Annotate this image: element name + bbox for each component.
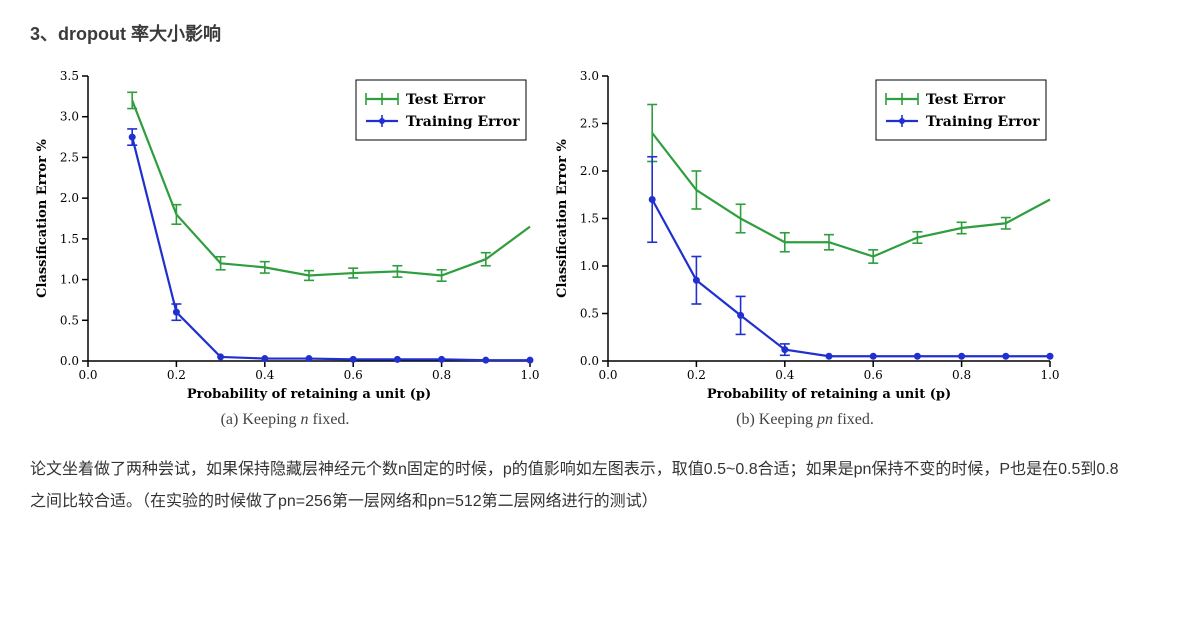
section-heading: 3、dropout 率大小影响 (30, 20, 1149, 46)
svg-text:3.5: 3.5 (60, 69, 79, 83)
svg-text:0.2: 0.2 (167, 368, 186, 382)
svg-text:2.0: 2.0 (580, 164, 599, 178)
svg-text:2.5: 2.5 (580, 117, 599, 131)
caption-b-var: pn (817, 411, 833, 428)
svg-text:1.0: 1.0 (520, 368, 539, 382)
svg-text:Training Error: Training Error (406, 114, 520, 130)
svg-text:3.0: 3.0 (60, 110, 79, 124)
svg-text:1.5: 1.5 (60, 232, 79, 246)
chart-a: 0.0 0.2 0.4 0.6 0.8 1.0 0.0 0.5 1.0 1.5 2.0 2.5 3.0 3… (30, 66, 540, 406)
svg-text:0.0: 0.0 (78, 368, 97, 382)
svg-text:0.8: 0.8 (432, 368, 451, 382)
svg-text:0.2: 0.2 (687, 368, 706, 382)
svg-text:3.0: 3.0 (580, 69, 599, 83)
svg-text:0.0: 0.0 (598, 368, 617, 382)
svg-text:1.0: 1.0 (60, 273, 79, 287)
svg-text:Test Error: Test Error (926, 92, 1006, 108)
svg-text:Classification Error %: Classification Error % (555, 139, 570, 298)
svg-text:0.5: 0.5 (60, 313, 79, 327)
svg-text:Probability of retaining a uni: Probability of retaining a unit (p) (707, 387, 951, 402)
svg-text:0.6: 0.6 (864, 368, 883, 382)
svg-text:1.0: 1.0 (1040, 368, 1059, 382)
svg-text:1.5: 1.5 (580, 212, 599, 226)
caption-b-prefix: (b) Keeping (736, 411, 817, 428)
caption-b: (b) Keeping pn fixed. (736, 411, 874, 429)
svg-text:Test Error: Test Error (406, 92, 486, 108)
svg-text:0.8: 0.8 (952, 368, 971, 382)
svg-text:2.0: 2.0 (60, 191, 79, 205)
caption-b-suffix: fixed. (833, 411, 874, 428)
svg-text:Classification Error %: Classification Error % (35, 139, 50, 298)
subfigure-b: 0.0 0.2 0.4 0.6 0.8 1.0 0.0 0.5 1.0 1.5 2.0 2.5 3.0 P… (550, 66, 1060, 429)
caption-a: (a) Keeping n fixed. (221, 411, 350, 429)
svg-text:Training Error: Training Error (926, 114, 1040, 130)
svg-text:Probability of retaining a uni: Probability of retaining a unit (p) (187, 387, 431, 402)
svg-text:0.5: 0.5 (580, 307, 599, 321)
svg-text:0.4: 0.4 (255, 368, 274, 382)
svg-text:0.0: 0.0 (60, 354, 79, 368)
svg-text:0.0: 0.0 (580, 354, 599, 368)
svg-text:0.6: 0.6 (344, 368, 363, 382)
subfigure-a: 0.0 0.2 0.4 0.6 0.8 1.0 0.0 0.5 1.0 1.5 2.0 2.5 3.0 3… (30, 66, 540, 429)
chart-b: 0.0 0.2 0.4 0.6 0.8 1.0 0.0 0.5 1.0 1.5 2.0 2.5 3.0 P… (550, 66, 1060, 406)
caption-a-prefix: (a) Keeping (221, 411, 301, 428)
body-paragraph: 论文坐着做了两种尝试，如果保持隐藏层神经元个数n固定的时候，p的值影响如左图表示… (30, 454, 1130, 518)
svg-text:0.4: 0.4 (775, 368, 794, 382)
caption-a-var: n (301, 411, 309, 428)
figure-row: 0.0 0.2 0.4 0.6 0.8 1.0 0.0 0.5 1.0 1.5 2.0 2.5 3.0 3… (30, 66, 1149, 429)
caption-a-suffix: fixed. (309, 411, 350, 428)
svg-text:2.5: 2.5 (60, 150, 79, 164)
svg-text:1.0: 1.0 (580, 259, 599, 273)
